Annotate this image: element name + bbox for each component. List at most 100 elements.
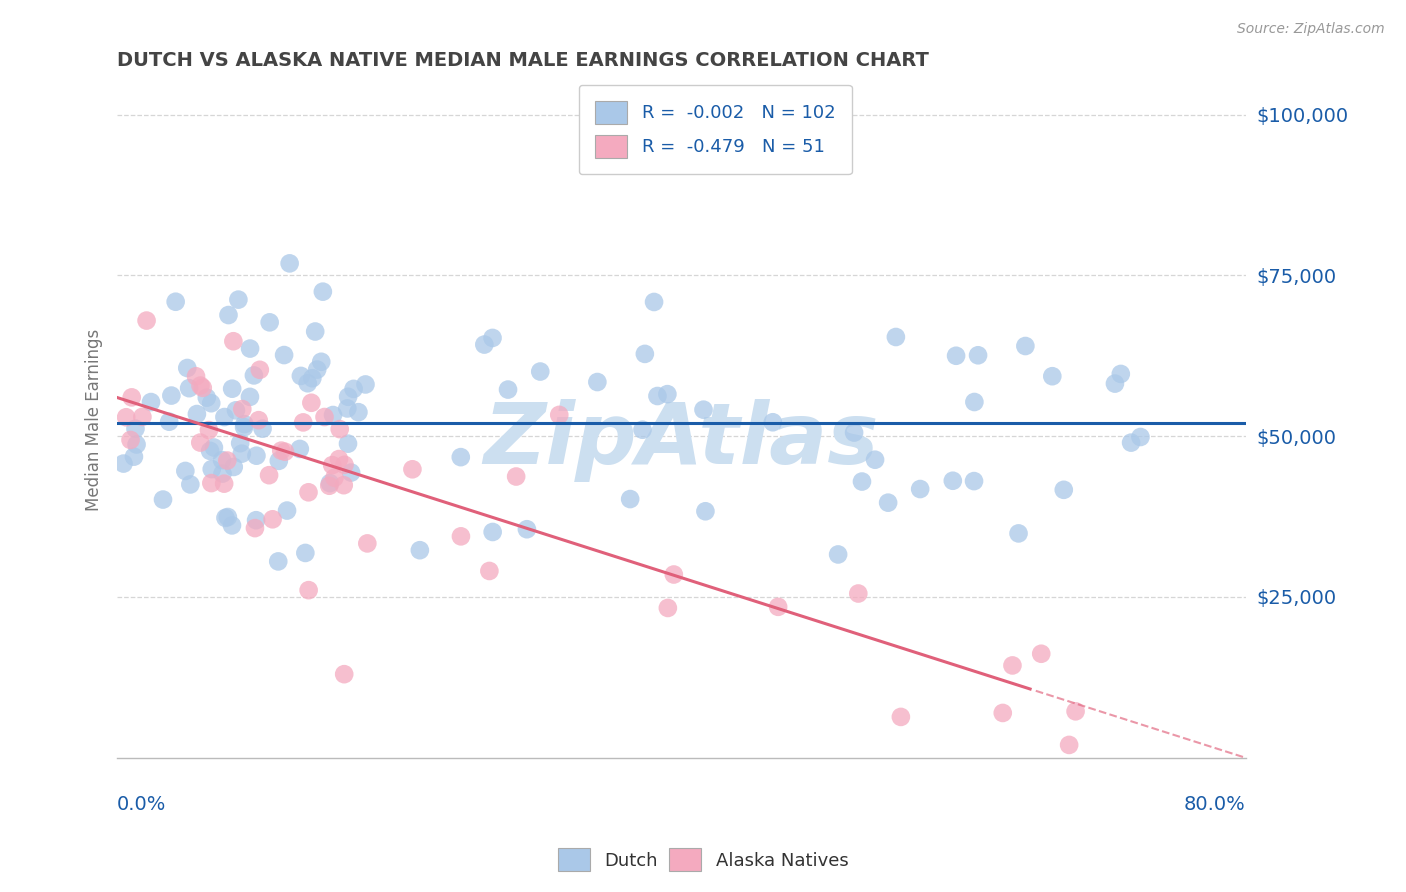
Point bbox=[157, 415, 180, 429]
Point bbox=[505, 469, 527, 483]
Point bbox=[328, 452, 350, 467]
Point bbox=[321, 458, 343, 472]
Point bbox=[657, 387, 679, 401]
Point bbox=[191, 381, 214, 395]
Point bbox=[1031, 647, 1053, 661]
Point bbox=[851, 475, 873, 489]
Point bbox=[278, 256, 301, 270]
Point bbox=[945, 349, 967, 363]
Point bbox=[214, 511, 236, 525]
Point bbox=[323, 471, 346, 485]
Point bbox=[481, 331, 503, 345]
Point bbox=[120, 433, 142, 447]
Point bbox=[198, 423, 221, 437]
Point bbox=[292, 416, 315, 430]
Point bbox=[231, 402, 253, 417]
Point bbox=[634, 347, 657, 361]
Point bbox=[243, 521, 266, 535]
Point bbox=[211, 467, 233, 481]
Point bbox=[496, 383, 519, 397]
Point bbox=[239, 342, 262, 356]
Point bbox=[273, 348, 295, 362]
Point bbox=[884, 330, 907, 344]
Point bbox=[252, 422, 274, 436]
Point bbox=[174, 464, 197, 478]
Point bbox=[472, 337, 495, 351]
Point bbox=[124, 422, 146, 436]
Point bbox=[152, 492, 174, 507]
Point bbox=[221, 382, 243, 396]
Point bbox=[249, 363, 271, 377]
Point bbox=[1057, 738, 1080, 752]
Point bbox=[112, 457, 135, 471]
Point bbox=[231, 447, 253, 461]
Point bbox=[529, 365, 551, 379]
Point bbox=[121, 390, 143, 404]
Point bbox=[309, 355, 332, 369]
Point bbox=[347, 405, 370, 419]
Point bbox=[337, 436, 360, 450]
Point bbox=[115, 410, 138, 425]
Point bbox=[198, 443, 221, 458]
Point bbox=[586, 375, 609, 389]
Point bbox=[262, 512, 284, 526]
Point bbox=[1040, 369, 1063, 384]
Point bbox=[343, 382, 366, 396]
Text: ZipAtlas: ZipAtlas bbox=[484, 399, 879, 482]
Point bbox=[176, 361, 198, 376]
Point bbox=[340, 466, 363, 480]
Point bbox=[695, 504, 717, 518]
Point bbox=[643, 295, 665, 310]
Point bbox=[329, 422, 352, 436]
Point bbox=[225, 403, 247, 417]
Point bbox=[200, 476, 222, 491]
Point bbox=[233, 417, 256, 432]
Point bbox=[267, 554, 290, 568]
Point bbox=[245, 513, 267, 527]
Point bbox=[294, 546, 316, 560]
Point bbox=[478, 564, 501, 578]
Point bbox=[333, 458, 356, 472]
Point bbox=[354, 377, 377, 392]
Point bbox=[211, 453, 233, 467]
Point bbox=[312, 285, 335, 299]
Point bbox=[336, 401, 359, 416]
Point bbox=[221, 518, 243, 533]
Point bbox=[481, 524, 503, 539]
Point bbox=[245, 449, 267, 463]
Point bbox=[647, 389, 669, 403]
Point bbox=[1064, 704, 1087, 718]
Point bbox=[160, 388, 183, 402]
Point bbox=[332, 478, 354, 492]
Point bbox=[186, 407, 208, 421]
Point bbox=[631, 423, 654, 437]
Point bbox=[1129, 430, 1152, 444]
Point bbox=[122, 450, 145, 464]
Point bbox=[217, 453, 239, 467]
Point bbox=[1007, 526, 1029, 541]
Point bbox=[356, 536, 378, 550]
Point bbox=[125, 437, 148, 451]
Point bbox=[1104, 376, 1126, 391]
Point bbox=[165, 294, 187, 309]
Point bbox=[619, 491, 641, 506]
Point bbox=[516, 522, 538, 536]
Point bbox=[1001, 658, 1024, 673]
Point bbox=[301, 371, 323, 385]
Point bbox=[318, 479, 340, 493]
Point bbox=[314, 410, 336, 425]
Point bbox=[1053, 483, 1076, 497]
Point bbox=[877, 496, 900, 510]
Text: Source: ZipAtlas.com: Source: ZipAtlas.com bbox=[1237, 22, 1385, 37]
Legend: R =  -0.002   N = 102, R =  -0.479   N = 51: R = -0.002 N = 102, R = -0.479 N = 51 bbox=[579, 85, 852, 174]
Point bbox=[337, 390, 360, 404]
Point bbox=[228, 293, 250, 307]
Point bbox=[863, 452, 886, 467]
Point bbox=[846, 586, 869, 600]
Point bbox=[299, 396, 322, 410]
Point bbox=[135, 313, 157, 327]
Point bbox=[991, 706, 1014, 720]
Point bbox=[963, 395, 986, 409]
Legend: Dutch, Alaska Natives: Dutch, Alaska Natives bbox=[550, 841, 856, 879]
Point bbox=[942, 474, 965, 488]
